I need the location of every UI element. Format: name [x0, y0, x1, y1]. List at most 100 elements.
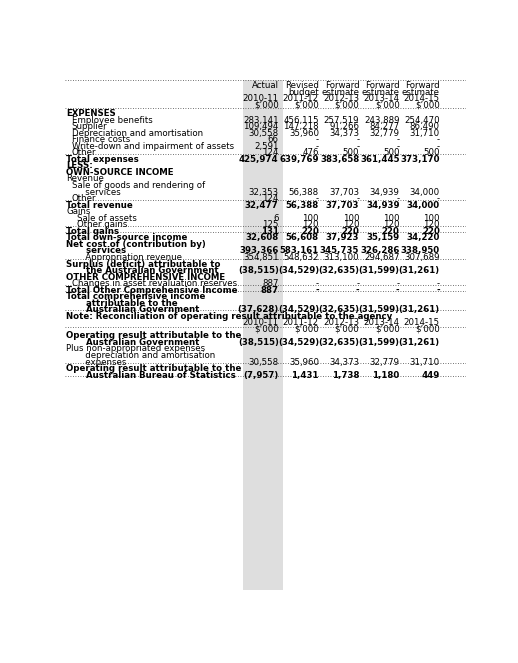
- Text: -: -: [316, 279, 319, 288]
- Text: Employee benefits: Employee benefits: [71, 115, 152, 125]
- Text: (31,599): (31,599): [358, 306, 399, 314]
- Text: -: -: [437, 279, 440, 288]
- Text: 548,632: 548,632: [283, 253, 319, 262]
- Text: 2010-11: 2010-11: [242, 318, 279, 328]
- Text: 100: 100: [423, 213, 440, 223]
- Text: 307,689: 307,689: [405, 253, 440, 262]
- Text: budget: budget: [288, 88, 319, 97]
- Text: -: -: [316, 142, 319, 151]
- Text: -: -: [396, 279, 399, 288]
- Text: 35,960: 35,960: [289, 129, 319, 138]
- Text: $’000: $’000: [294, 101, 319, 110]
- Text: 354,851: 354,851: [243, 253, 279, 262]
- Text: (34,529): (34,529): [278, 266, 319, 275]
- Text: expenses: expenses: [77, 357, 126, 367]
- Text: 31,710: 31,710: [410, 357, 440, 367]
- Text: $’000: $’000: [335, 325, 359, 333]
- Text: 125: 125: [262, 220, 279, 229]
- Text: 34,939: 34,939: [366, 201, 399, 210]
- Text: 35,960: 35,960: [289, 357, 319, 367]
- Text: 37,703: 37,703: [329, 188, 359, 196]
- Text: Net cost of (contribution by): Net cost of (contribution by): [66, 240, 206, 249]
- Text: Appropriation revenue: Appropriation revenue: [77, 253, 182, 262]
- Text: 345,735: 345,735: [320, 247, 359, 255]
- Text: 34,000: 34,000: [407, 201, 440, 210]
- Text: 37,703: 37,703: [326, 201, 359, 210]
- Text: -: -: [396, 135, 399, 145]
- Text: -: -: [437, 135, 440, 145]
- Text: OTHER COMPREHENSIVE INCOME: OTHER COMPREHENSIVE INCOME: [66, 272, 225, 282]
- Text: 313,100: 313,100: [324, 253, 359, 262]
- Text: 30,558: 30,558: [249, 129, 279, 138]
- Text: Total comprehensive income: Total comprehensive income: [66, 292, 206, 301]
- Text: Total own-source income: Total own-source income: [66, 233, 188, 243]
- Text: (31,599): (31,599): [358, 338, 399, 347]
- Text: 220: 220: [341, 227, 359, 236]
- Text: 2014-15: 2014-15: [404, 318, 440, 328]
- Text: 34,373: 34,373: [329, 357, 359, 367]
- Text: Sale of assets: Sale of assets: [77, 213, 137, 223]
- Text: -: -: [437, 142, 440, 151]
- Text: $’000: $’000: [335, 101, 359, 110]
- Text: $’000: $’000: [415, 101, 440, 110]
- Text: -: -: [356, 142, 359, 151]
- Text: -: -: [437, 194, 440, 203]
- Text: Total revenue: Total revenue: [66, 201, 133, 210]
- Text: $’000: $’000: [415, 325, 440, 333]
- Text: 2013-14: 2013-14: [364, 94, 399, 103]
- Text: -: -: [316, 194, 319, 203]
- Text: 2,591: 2,591: [254, 142, 279, 151]
- Text: 254,470: 254,470: [404, 115, 440, 125]
- Text: 32,779: 32,779: [369, 129, 399, 138]
- Text: Other: Other: [71, 149, 96, 157]
- Text: -: -: [356, 279, 359, 288]
- Text: the Australian Government: the Australian Government: [77, 266, 219, 275]
- Text: Gains: Gains: [66, 208, 91, 216]
- Text: (32,635): (32,635): [318, 266, 359, 275]
- Text: 294,687: 294,687: [364, 253, 399, 262]
- Text: 425,974: 425,974: [239, 155, 279, 164]
- Text: -: -: [356, 194, 359, 203]
- Text: 383,658: 383,658: [320, 155, 359, 164]
- Text: 100: 100: [303, 213, 319, 223]
- Text: Forward: Forward: [405, 81, 440, 90]
- Text: 34,373: 34,373: [329, 129, 359, 138]
- Text: 373,170: 373,170: [400, 155, 440, 164]
- Text: 66: 66: [268, 135, 279, 145]
- Text: 31,710: 31,710: [410, 129, 440, 138]
- Text: (34,529): (34,529): [278, 306, 319, 314]
- Text: Surplus (deficit) attributable to: Surplus (deficit) attributable to: [66, 260, 221, 269]
- Text: 6: 6: [273, 213, 279, 223]
- Text: (32,635): (32,635): [318, 306, 359, 314]
- Text: (34,529): (34,529): [278, 338, 319, 347]
- Text: 583,161: 583,161: [280, 247, 319, 255]
- Text: 2011-12: 2011-12: [283, 318, 319, 328]
- Text: $’000: $’000: [254, 101, 279, 110]
- Text: Operating result attributable to the: Operating result attributable to the: [66, 332, 242, 340]
- Text: 2011-12: 2011-12: [283, 94, 319, 103]
- Text: (31,261): (31,261): [399, 266, 440, 275]
- Text: 393,366: 393,366: [239, 247, 279, 255]
- Text: estimate: estimate: [362, 88, 399, 97]
- Text: 56,388: 56,388: [286, 201, 319, 210]
- Text: services: services: [77, 247, 126, 255]
- Text: 243,889: 243,889: [364, 115, 399, 125]
- Text: Total expenses: Total expenses: [66, 155, 139, 164]
- Text: $’000: $’000: [375, 101, 399, 110]
- Text: 30,558: 30,558: [249, 357, 279, 367]
- Text: Write-down and impairment of assets: Write-down and impairment of assets: [71, 142, 234, 151]
- Text: 283,141: 283,141: [243, 115, 279, 125]
- Text: -: -: [396, 286, 399, 295]
- Text: 257,519: 257,519: [324, 115, 359, 125]
- Text: Revenue: Revenue: [66, 174, 104, 184]
- Text: 120: 120: [303, 220, 319, 229]
- Text: 361,445: 361,445: [360, 155, 399, 164]
- Text: 32,477: 32,477: [245, 201, 279, 210]
- Text: 56,608: 56,608: [286, 233, 319, 243]
- Text: 887: 887: [261, 286, 279, 295]
- Text: 32,353: 32,353: [249, 188, 279, 196]
- Text: (7,957): (7,957): [243, 371, 279, 380]
- Text: (32,635): (32,635): [318, 338, 359, 347]
- Text: Australian Government: Australian Government: [77, 306, 199, 314]
- Text: 84,277: 84,277: [369, 122, 399, 131]
